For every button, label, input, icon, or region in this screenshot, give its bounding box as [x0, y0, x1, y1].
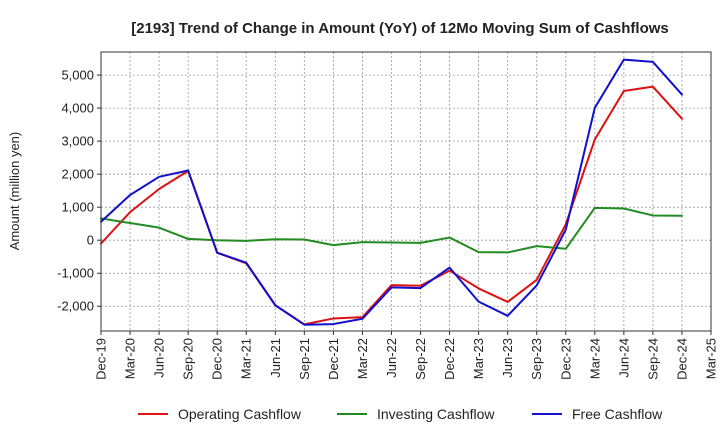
- legend-label-free-cashflow: Free Cashflow: [572, 406, 663, 422]
- y-axis-ticks: -2,000 -1,000 0 1,000 2,000 3,000 4,000 5,000: [57, 68, 101, 314]
- y-tick-label: 5,000: [61, 68, 94, 83]
- x-tick-label: Dec-23: [558, 338, 573, 380]
- x-tick-label: Dec-22: [442, 338, 457, 380]
- y-tick-label: 0: [87, 233, 94, 248]
- y-tick-label: 1,000: [61, 200, 94, 215]
- series-lines: [100, 58, 683, 326]
- x-tick-label: Jun-23: [500, 338, 515, 378]
- investing-cashflow-line: [100, 206, 683, 254]
- x-tick-label: Mar-21: [239, 338, 254, 379]
- x-tick-label: Jun-20: [152, 338, 167, 378]
- x-tick-label: Sep-22: [413, 338, 428, 380]
- x-tick-label: Dec-21: [326, 338, 341, 380]
- x-axis-ticks: Dec-19 Mar-20 Jun-20 Sep-20 Dec-20 Mar-21 Jun-…: [94, 331, 719, 380]
- x-tick-label: Mar-24: [587, 338, 602, 379]
- x-tick-label: Sep-24: [645, 338, 660, 380]
- x-tick-label: Dec-19: [94, 338, 109, 380]
- y-tick-label: -2,000: [57, 299, 94, 314]
- y-tick-label: 3,000: [61, 134, 94, 149]
- x-tick-label: Mar-20: [123, 338, 138, 379]
- x-tick-label: Mar-22: [355, 338, 370, 379]
- free-cashflow-line: [100, 58, 683, 326]
- x-tick-label: Sep-20: [181, 338, 196, 380]
- legend-label-operating-cashflow: Operating Cashflow: [178, 406, 302, 422]
- legend: Operating Cashflow Investing Cashflow Free…: [138, 406, 663, 422]
- x-tick-label: Jun-24: [616, 338, 631, 378]
- x-tick-label: Sep-21: [297, 338, 312, 380]
- y-tick-label: -1,000: [57, 266, 94, 281]
- legend-label-investing-cashflow: Investing Cashflow: [377, 406, 495, 422]
- x-tick-label: Mar-23: [471, 338, 486, 379]
- x-tick-label: Mar-25: [704, 338, 719, 379]
- plot-area-frame: [100, 51, 712, 332]
- x-tick-label: Sep-23: [529, 338, 544, 380]
- grid-lines: [100, 52, 712, 331]
- x-tick-label: Dec-20: [210, 338, 225, 380]
- x-tick-label: Jun-22: [384, 338, 399, 378]
- y-tick-label: 2,000: [61, 167, 94, 182]
- x-tick-label: Dec-24: [674, 338, 689, 380]
- chart-title: [2193] Trend of Change in Amount (YoY) o…: [131, 20, 669, 37]
- x-tick-label: Jun-21: [268, 338, 283, 378]
- y-tick-label: 4,000: [61, 101, 94, 116]
- y-axis-label: Amount (million yen): [7, 132, 22, 251]
